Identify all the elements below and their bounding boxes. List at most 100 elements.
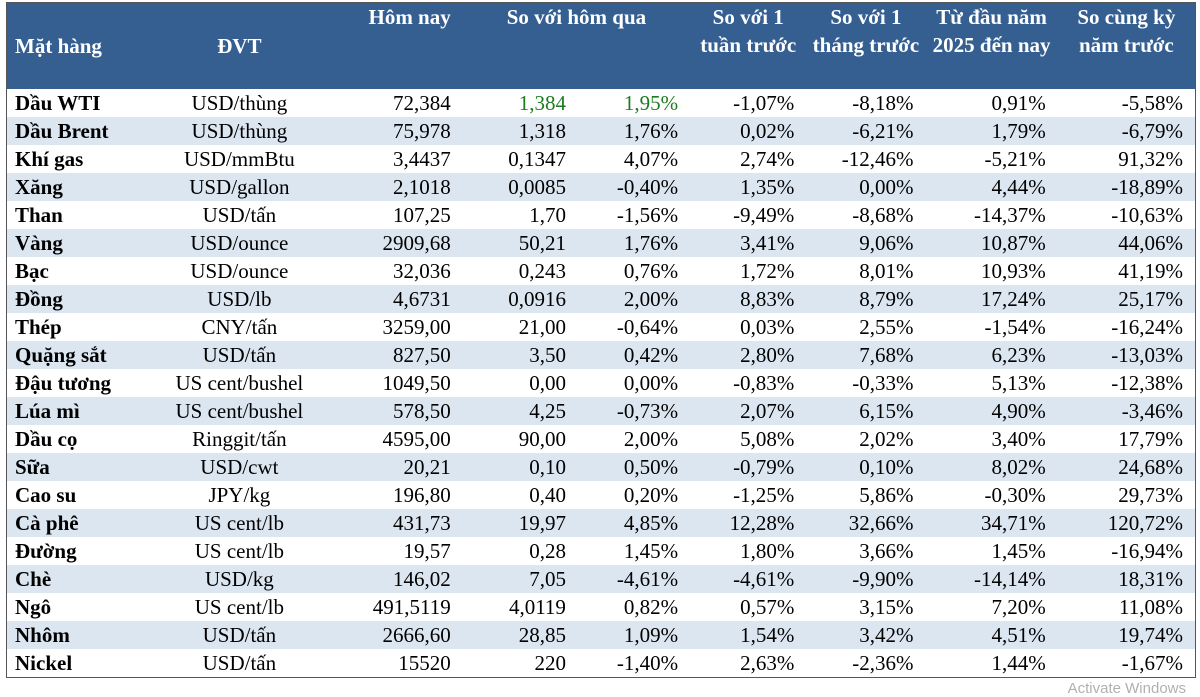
cell-unit: USD/kg — [159, 565, 320, 593]
header-ytd: Từ đầu năm 2025 đến nay — [925, 3, 1058, 89]
cell-week: 1,80% — [740, 539, 795, 563]
cell-month: -8,18% — [852, 91, 914, 115]
cell-today: 75,978 — [319, 117, 463, 145]
table-row: Sữa USD/cwt 20,21 0,10 0,50% -0,79% 0,10% 8,02%… — [7, 453, 1195, 481]
cell-yoy: -10,63% — [1111, 203, 1183, 227]
cell-name: Đậu tương — [15, 371, 111, 395]
cell-change: 3,50 — [462, 341, 578, 369]
cell-unit: Ringgit/tấn — [192, 427, 287, 451]
cell-change: 0,243 — [518, 259, 566, 283]
cell-change: 0,40 — [529, 483, 566, 507]
cell-today: 3,4437 — [393, 147, 451, 171]
cell-change-pct: -1,40% — [616, 651, 679, 675]
cell-unit: USD/tấn — [202, 203, 277, 227]
cell-month: 2,55% — [859, 315, 914, 339]
cell-change-pct: 1,45% — [623, 539, 679, 563]
table-row: Dầu Brent USD/thùng 75,978 1,318 1,76% 0,02% -… — [7, 117, 1195, 145]
cell-name: Ngô — [15, 595, 52, 619]
table-row: Bạc USD/ounce 32,036 0,243 0,76% 1,72% 8,01% 10… — [7, 257, 1195, 285]
cell-yoy: 44,06% — [1057, 229, 1195, 257]
table-row: Nickel USD/tấn 15520 220 -1,40% 2,63% -2,36% 1,… — [7, 649, 1195, 677]
cell-unit: USD/thùng — [159, 117, 320, 145]
cell-change-pct: 1,95% — [623, 91, 679, 115]
cell-change: 1,318 — [462, 117, 578, 145]
cell-change-pct: 1,76% — [577, 117, 691, 145]
cell-change: 1,70 — [529, 203, 566, 227]
cell-today: 20,21 — [319, 453, 463, 481]
cell-month: -6,21% — [806, 117, 926, 145]
cell-month: 8,01% — [859, 259, 914, 283]
cell-name: Chè — [7, 565, 160, 593]
cell-change-pct: -4,61% — [577, 565, 691, 593]
cell-yoy: -1,67% — [1121, 651, 1183, 675]
table-row: Dầu WTI USD/thùng 72,384 1,384 1,95% -1,07% -8… — [7, 89, 1195, 117]
table-row: Quặng sắt USD/tấn 827,50 3,50 0,42% 2,80% 7,68… — [7, 341, 1195, 369]
cell-change: 0,10 — [462, 453, 578, 481]
cell-today: 107,25 — [393, 203, 451, 227]
cell-unit: US cent/bushel — [159, 397, 320, 425]
cell-ytd: 17,24% — [925, 285, 1058, 313]
cell-change: 0,00 — [529, 371, 566, 395]
cell-change-pct: 1,76% — [577, 229, 691, 257]
cell-name: Xăng — [7, 173, 160, 201]
cell-yoy: 17,79% — [1118, 427, 1183, 451]
cell-unit: CNY/tấn — [201, 315, 278, 339]
cell-unit: USD/lb — [159, 285, 320, 313]
cell-yoy: 29,73% — [1118, 483, 1183, 507]
table-row: Đường US cent/lb 19,57 0,28 1,45% 1,80% 3,66% 1… — [7, 537, 1195, 565]
cell-yoy: -3,46% — [1057, 397, 1195, 425]
cell-change-pct: -0,40% — [577, 173, 691, 201]
table-row: Cà phê US cent/lb 431,73 19,97 4,85% 12,28% 32… — [7, 509, 1195, 537]
cell-change-pct: 2,00% — [577, 285, 691, 313]
cell-change: 1,384 — [518, 91, 566, 115]
cell-unit: US cent/lb — [194, 595, 284, 619]
cell-unit: JPY/kg — [208, 483, 271, 507]
cell-unit: USD/mmBtu — [183, 147, 295, 171]
cell-name: Cà phê — [7, 509, 160, 537]
cell-ytd: -1,54% — [984, 315, 1046, 339]
cell-today: 32,036 — [393, 259, 451, 283]
cell-yoy: 18,31% — [1057, 565, 1195, 593]
cell-name: Dầu cọ — [15, 427, 78, 451]
cell-ytd: 8,02% — [925, 453, 1058, 481]
cell-unit: USD/ounce — [190, 259, 289, 283]
cell-today: 3259,00 — [382, 315, 451, 339]
table-row: Than USD/tấn 107,25 1,70 -1,56% -9,49% -8,68% -… — [7, 201, 1195, 229]
table-row: Nhôm USD/tấn 2666,60 28,85 1,09% 1,54% 3,42% 4,… — [7, 621, 1195, 649]
cell-yoy: 24,68% — [1057, 453, 1195, 481]
cell-today: 196,80 — [393, 483, 451, 507]
cell-ytd: 0,91% — [991, 91, 1046, 115]
cell-week: -0,83% — [733, 371, 795, 395]
cell-change: 21,00 — [518, 315, 566, 339]
cell-name: Cao su — [15, 483, 77, 507]
table-row: Ngô US cent/lb 491,5119 4,0119 0,82% 0,57% 3,1… — [7, 593, 1195, 621]
cell-unit: USD/thùng — [191, 91, 288, 115]
cell-change-pct: 0,76% — [623, 259, 679, 283]
cell-ytd: 1,79% — [925, 117, 1058, 145]
cell-change-pct: 2,00% — [623, 427, 679, 451]
cell-ytd: 7,20% — [991, 595, 1046, 619]
cell-ytd: 1,45% — [991, 539, 1046, 563]
cell-unit: USD/tấn — [202, 651, 277, 675]
cell-week: 2,80% — [690, 341, 807, 369]
table-row: Đậu tương US cent/bushel 1049,50 0,00 0,00% -… — [7, 369, 1195, 397]
cell-month: 7,68% — [806, 341, 926, 369]
cell-change-pct: -1,56% — [616, 203, 679, 227]
cell-yoy: -16,94% — [1111, 539, 1183, 563]
cell-name: Lúa mì — [7, 397, 160, 425]
cell-yoy: -18,89% — [1057, 173, 1195, 201]
cell-name: Đồng — [7, 285, 160, 313]
header-row: Mặt hàng ĐVT Hôm nay So với hôm qua So v… — [7, 3, 1195, 89]
header-commodity: Mặt hàng — [7, 3, 160, 89]
cell-month: 3,66% — [859, 539, 914, 563]
header-yoy: So cùng kỳ năm trước — [1057, 3, 1195, 89]
cell-change: 4,25 — [462, 397, 578, 425]
cell-unit: US cent/lb — [159, 509, 320, 537]
cell-change: 0,28 — [529, 539, 566, 563]
cell-name: Dầu WTI — [15, 91, 101, 115]
header-today: Hôm nay — [319, 3, 463, 89]
cell-change: 90,00 — [518, 427, 566, 451]
cell-today: 2,1018 — [319, 173, 463, 201]
cell-week: 5,08% — [740, 427, 795, 451]
cell-change-pct: 0,42% — [577, 341, 691, 369]
